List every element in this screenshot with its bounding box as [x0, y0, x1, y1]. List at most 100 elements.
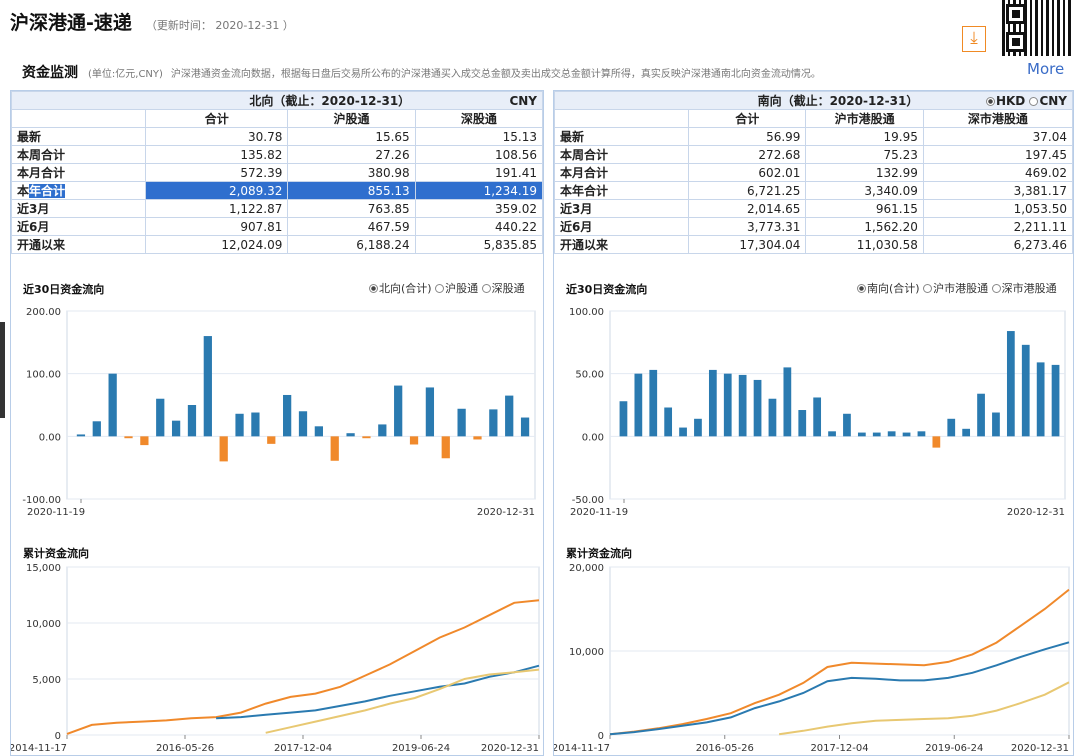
bar [843, 413, 851, 437]
bar [251, 412, 260, 437]
table-cell: 763.85 [287, 199, 416, 218]
table-cell: 135.82 [144, 145, 289, 164]
north-cum-title: 累计资金流向 [23, 547, 89, 560]
table-cell: 27.26 [287, 145, 416, 164]
table-cell: 197.45 [922, 145, 1073, 164]
bar [314, 426, 323, 437]
section-description: 沪深港通资金流向数据，根据每日盘后交易所公布的沪深港通买入成交总金额及卖出成交总… [170, 69, 821, 80]
bar [887, 431, 896, 437]
table-cell: 37.04 [922, 127, 1073, 146]
bar [203, 336, 212, 437]
south-flow-options: 南向(合计) 沪市港股通 深市港股通 [857, 280, 1057, 296]
bar [723, 373, 732, 437]
table-cell: 108.56 [414, 145, 543, 164]
radio-cny[interactable]: CNY [1029, 94, 1067, 108]
y-tick-label: -100.00 [22, 495, 61, 506]
row-label: 本月合计 [554, 163, 689, 182]
radio-north-sh[interactable]: 沪股通 [435, 282, 478, 295]
series-line [216, 664, 540, 720]
bar [505, 395, 514, 437]
row-label: 最新 [554, 127, 689, 146]
south-flow-title: 近30日资金流向 [566, 283, 648, 296]
series-line [609, 588, 1070, 736]
bar [783, 367, 792, 437]
bar [489, 409, 498, 437]
bar [330, 436, 339, 461]
table-row: 近6月 3,773.31 1,562.20 2,211.11 [554, 217, 1073, 236]
download-icon[interactable]: ⤓ [962, 26, 986, 52]
bar [738, 374, 747, 437]
table-cell: 15.65 [287, 127, 416, 146]
bar [634, 373, 643, 437]
bar [441, 436, 450, 459]
radio-north-sz[interactable]: 深股通 [481, 282, 525, 295]
table-row: 本周合计 272.68 75.23 197.45 [554, 145, 1073, 164]
north-flow-title: 近30日资金流向 [23, 283, 105, 296]
series-line [778, 681, 1070, 736]
series-line [609, 641, 1070, 736]
x-tick-label: 2019-06-24 [392, 743, 450, 754]
table-cell: 17,304.04 [687, 235, 807, 254]
radio-south-sz[interactable]: 深市港股通 [991, 282, 1057, 295]
row-label: 本年合计 [554, 181, 689, 200]
bar [457, 408, 466, 437]
bar [171, 420, 181, 437]
northbound-title: 北向（截止：2020-12-31） [11, 91, 416, 110]
bar [378, 424, 387, 437]
row-label: 开通以来 [554, 235, 689, 254]
more-link[interactable]: More [1027, 60, 1065, 78]
row-label: 开通以来 [11, 235, 146, 254]
x-tick-label: 2020-11-19 [27, 507, 85, 518]
radio-hkd[interactable]: HKD [985, 94, 1025, 108]
y-tick-label: 100.00 [26, 370, 61, 381]
page-header: 沪深港通-速递 （更新时间： 2020-12-31 ） [10, 8, 294, 35]
table-row: 近3月 1,122.87 763.85 359.02 [11, 199, 543, 218]
table-cell: 2,211.11 [922, 217, 1073, 236]
table-cell: 469.02 [922, 163, 1073, 182]
table-cell: 440.22 [414, 217, 543, 236]
x-tick-label: 2016-05-26 [696, 743, 754, 754]
table-row: 本月合计 602.01 132.99 469.02 [554, 163, 1073, 182]
table-row: 本年合计 2,089.32 855.13 1,234.19 [11, 181, 543, 200]
unit-label: (单位:亿元,CNY) [88, 69, 163, 80]
x-tick-label: 2014-11-17 [554, 743, 610, 754]
x-tick-label: 2017-12-04 [274, 743, 332, 754]
bar [947, 418, 956, 437]
radio-south-sh[interactable]: 沪市港股通 [923, 282, 988, 295]
row-label: 近6月 [554, 217, 689, 236]
table-cell: 11,030.58 [805, 235, 924, 254]
table-row: 最新 30.78 15.65 15.13 [11, 127, 543, 146]
bar [92, 421, 101, 437]
table-cell: 855.13 [287, 181, 416, 200]
y-tick-label: 5,000 [32, 675, 61, 686]
y-tick-label: 0.00 [39, 432, 61, 443]
bar [362, 436, 371, 439]
col-header: 深股通 [414, 109, 543, 128]
bar [235, 413, 244, 437]
bar [425, 387, 435, 437]
table-row: 本周合计 135.82 27.26 108.56 [11, 145, 543, 164]
row-label: 本周合计 [11, 145, 146, 164]
table-cell: 272.68 [687, 145, 807, 164]
table-cell: 467.59 [287, 217, 416, 236]
col-header: 沪市港股通 [805, 109, 924, 128]
col-header: 深市港股通 [922, 109, 1073, 128]
table-cell: 132.99 [805, 163, 924, 182]
table-cell: 75.23 [805, 145, 924, 164]
table-cell: 3,381.17 [922, 181, 1073, 200]
side-tab[interactable] [0, 322, 5, 418]
y-tick-label: -50.00 [572, 495, 604, 506]
row-label: 本年合计 [11, 181, 146, 200]
row-label: 近3月 [11, 199, 146, 218]
bar [473, 436, 482, 440]
radio-north-total[interactable]: 北向(合计) [369, 282, 432, 295]
bar [124, 436, 133, 439]
radio-south-total[interactable]: 南向(合计) [857, 282, 920, 295]
bar [813, 397, 822, 437]
table-row: 近3月 2,014.65 961.15 1,053.50 [554, 199, 1073, 218]
y-tick-label: 50.00 [575, 370, 604, 381]
table-row: 本年合计 6,721.25 3,340.09 3,381.17 [554, 181, 1073, 200]
table-cell: 1,122.87 [144, 199, 289, 218]
